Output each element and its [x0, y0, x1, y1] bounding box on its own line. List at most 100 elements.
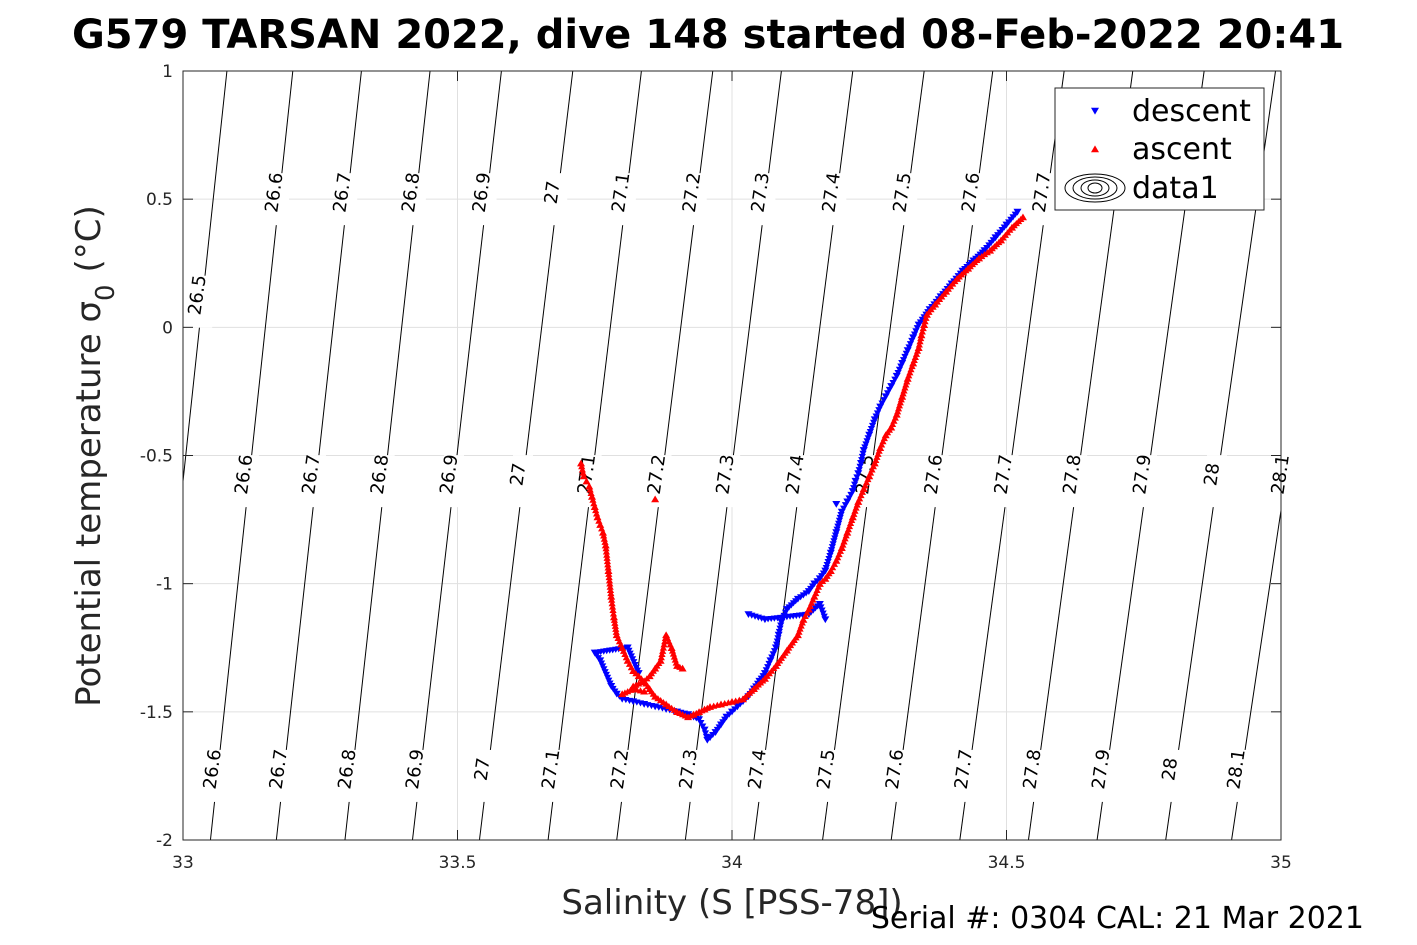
- data-point: [785, 604, 793, 611]
- x-tick-label: 33: [172, 853, 194, 873]
- data-point: [633, 667, 642, 674]
- data-point: [829, 564, 837, 571]
- data-point: [832, 501, 841, 508]
- data-point: [983, 244, 991, 252]
- data-point: [878, 441, 886, 448]
- data-point: [603, 557, 612, 565]
- data-point: [627, 664, 635, 671]
- data-point: [710, 702, 718, 709]
- data-point: [922, 314, 930, 321]
- data-point: [605, 574, 613, 581]
- data-point: [608, 603, 617, 610]
- data-point: [676, 709, 684, 716]
- data-point: [589, 496, 597, 503]
- data-point: [921, 318, 929, 325]
- data-point: [855, 467, 863, 474]
- data-point: [899, 390, 907, 397]
- data-point: [895, 366, 904, 373]
- data-point: [606, 583, 614, 590]
- data-point: [820, 613, 828, 620]
- data-point: [762, 667, 770, 674]
- data-point: [883, 390, 892, 397]
- data-point: [862, 441, 870, 448]
- data-point: [763, 672, 771, 679]
- data-point: [703, 736, 712, 744]
- contour-label: 27: [506, 462, 530, 488]
- data-point: [702, 733, 710, 740]
- data-point: [659, 644, 667, 651]
- data-point: [819, 610, 827, 617]
- data-point: [757, 675, 765, 682]
- data-point: [601, 538, 609, 545]
- data-point: [833, 526, 841, 533]
- data-point: [590, 500, 598, 507]
- x-tick-label: 34: [721, 853, 743, 873]
- data-point: [774, 635, 782, 642]
- legend-contour-icon: [1072, 176, 1118, 200]
- data-point: [916, 319, 925, 326]
- data-point: [703, 704, 711, 711]
- data-point: [933, 298, 941, 305]
- data-point: [725, 711, 733, 718]
- data-point: [966, 263, 974, 270]
- data-point: [905, 344, 913, 351]
- data-point: [902, 350, 910, 357]
- data-point: [817, 604, 825, 611]
- data-point: [697, 720, 705, 727]
- data-point: [647, 688, 656, 695]
- data-point: [605, 577, 614, 584]
- data-point: [659, 647, 667, 654]
- data-point: [633, 686, 641, 693]
- data-point: [588, 492, 597, 500]
- data-point: [614, 634, 622, 642]
- data-point: [598, 525, 606, 532]
- data-point: [795, 628, 803, 635]
- data-point: [606, 580, 614, 587]
- data-point: [777, 622, 785, 629]
- density-contour-labels: 26.6 26.7 26.8 26.9 27 27.1 27.2 27.3 27.4 27.5 27…: [184, 171, 1296, 802]
- data-point: [741, 693, 749, 700]
- data-point: [834, 554, 842, 561]
- data-point: [822, 564, 830, 572]
- data-point: [851, 481, 859, 488]
- data-point: [908, 337, 916, 345]
- data-point: [692, 709, 700, 716]
- data-point: [912, 328, 920, 335]
- y-axis-ticks: -2 -1.5 -1 -0.5 0 0.5 1: [140, 62, 1281, 851]
- data-point: [586, 486, 594, 493]
- data-point: [955, 273, 963, 280]
- data-point: [637, 679, 646, 686]
- data-point: [828, 547, 836, 554]
- data-point: [608, 596, 616, 603]
- data-point: [731, 706, 739, 713]
- data-point: [864, 435, 872, 442]
- y-tick-label: 0.5: [146, 190, 173, 210]
- contour-label: 28: [1200, 462, 1224, 488]
- data-point: [867, 469, 875, 476]
- data-point: [721, 700, 729, 707]
- data-point: [607, 592, 616, 600]
- legend-contour-icon: [1064, 173, 1126, 203]
- data-point: [609, 606, 617, 614]
- data-point: [604, 561, 612, 568]
- data-point: [655, 704, 663, 711]
- data-point: [622, 654, 630, 661]
- data-point: [665, 702, 673, 709]
- data-point: [607, 590, 615, 597]
- data-point: [593, 513, 602, 521]
- data-point: [925, 308, 933, 315]
- data-point: [713, 726, 721, 734]
- data-point: [592, 506, 600, 514]
- data-point: [844, 526, 852, 533]
- data-point: [621, 650, 629, 658]
- data-point: [891, 376, 899, 383]
- data-point: [609, 613, 618, 621]
- data-point: [651, 495, 660, 503]
- legend-contour-icon: [1080, 179, 1110, 197]
- data-point: [617, 641, 625, 648]
- data-point: [605, 570, 613, 577]
- data-point: [818, 577, 827, 584]
- x-axis-label: Salinity (S [PSS-78]): [561, 883, 902, 923]
- data-point: [643, 675, 651, 682]
